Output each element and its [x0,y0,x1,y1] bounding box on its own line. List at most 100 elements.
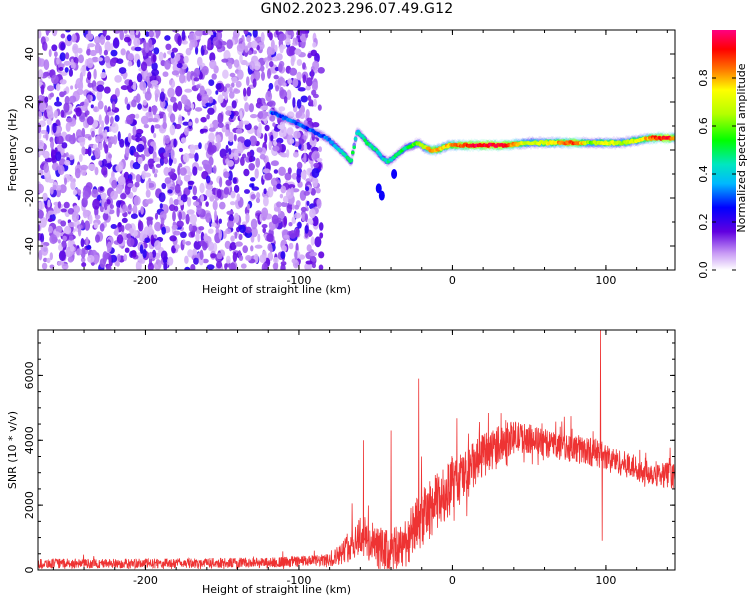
noise-blob [180,194,188,203]
noise-blob [298,138,305,145]
noise-blob [208,241,215,251]
noise-blob [240,156,245,166]
noise-blob [225,105,234,112]
noise-blob [169,124,176,136]
noise-blob [315,187,321,194]
noise-blob [189,214,197,225]
noise-blob [49,234,58,245]
noise-blob [55,151,62,162]
noise-blob [314,236,322,248]
noise-blob [289,67,298,76]
noise-blob [120,48,126,56]
noise-blob [223,171,230,179]
noise-blob [56,96,60,103]
noise-blob [229,72,236,78]
noise-blob [226,210,234,216]
noise-blob [84,220,91,231]
noise-blob [208,156,214,166]
noise-blob [167,189,173,194]
noise-blob [43,257,48,263]
noise-blob [253,69,261,81]
noise-blob [111,179,118,189]
noise-blob [294,250,298,260]
noise-blob [126,103,131,111]
noise-blob [82,66,86,77]
noise-blob [194,30,203,37]
noise-blob [69,175,74,182]
colorbar: 0.0 0.2 0.4 0.6 0.8 Normalized spectral ampli… [697,30,748,279]
noise-blob [303,119,308,126]
ridge-mark [349,158,354,162]
noise-blob [185,241,192,246]
noise-blob [58,66,64,71]
noise-blob [192,195,198,200]
noise-blob [152,166,156,174]
colorbar-tick-label: 0.4 [697,165,710,183]
noise-blob [253,125,258,130]
noise-blob [216,30,223,33]
noise-blob [122,73,127,80]
noise-blob [228,214,234,222]
noise-blob [307,52,312,59]
noise-blob [174,244,180,250]
noise-blob [286,149,290,158]
noise-blob [262,227,267,234]
noise-blob [185,213,190,225]
noise-blob [147,72,153,77]
noise-blob [104,163,113,168]
ridge-mark [351,150,355,155]
noise-blob [115,183,123,195]
noise-blob [225,129,229,137]
noise-blob [132,251,137,258]
noise-blob [46,118,52,126]
noise-blob [145,180,150,191]
noise-blob [173,205,179,212]
noise-blob [231,100,237,109]
noise-blob [45,131,49,141]
noise-blob [188,121,193,126]
noise-blob [136,59,141,68]
noise-blob [147,182,155,188]
noise-blob [268,140,272,151]
noise-blob [188,185,193,190]
noise-blob [310,257,317,262]
noise-blob [246,203,250,211]
noise-blob [47,85,55,92]
noise-blob [101,166,108,176]
noise-blob [224,92,229,101]
noise-blob [188,223,193,232]
noise-blob [92,254,100,264]
noise-blob [171,70,180,76]
noise-blob [164,177,172,184]
noise-blob [263,195,269,207]
colorbar-tick-label: 0.2 [697,213,710,231]
noise-blob [148,30,154,38]
noise-blob [124,30,128,34]
noise-blob [63,201,70,209]
noise-blob [256,192,261,199]
noise-blob [295,227,300,238]
noise-blob [250,245,254,252]
noise-blob [103,86,111,94]
noise-blob [94,42,101,54]
top-xtick-label: 100 [595,274,616,287]
noise-blob [260,32,265,43]
noise-blob [233,59,240,68]
noise-blob [219,201,226,210]
noise-blob [277,207,281,215]
noise-blob [63,90,67,95]
noise-blob [184,88,193,93]
noise-blob [309,208,316,219]
noise-blob [249,183,254,188]
noise-blob [261,224,268,229]
noise-blob [183,127,189,136]
noise-blob [60,220,67,227]
noise-blob [154,212,159,220]
noise-blob [170,96,177,103]
noise-blob [231,82,235,88]
noise-blob [206,114,210,120]
noise-blob [233,149,239,161]
noise-blob [217,122,224,128]
noise-blob [169,79,173,86]
